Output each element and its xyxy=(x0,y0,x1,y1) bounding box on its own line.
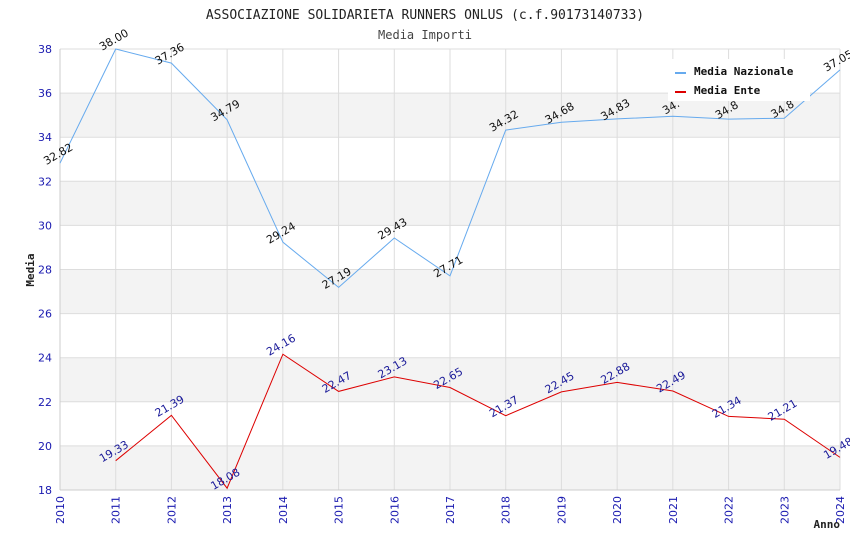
y-tick-label: 18 xyxy=(38,484,52,497)
y-tick-label: 34 xyxy=(38,131,52,144)
data-point-media-nazionale xyxy=(393,236,396,239)
chart-subtitle: Media Importi xyxy=(378,28,472,42)
data-point-media-ente xyxy=(449,386,452,389)
data-point-media-nazionale xyxy=(226,118,229,121)
x-axis-label: Anno xyxy=(814,518,841,531)
y-tick-label: 38 xyxy=(38,43,52,56)
data-point-media-nazionale xyxy=(337,286,340,289)
x-tick-label: 2021 xyxy=(667,496,680,524)
data-point-media-ente xyxy=(393,375,396,378)
data-point-media-nazionale xyxy=(504,129,507,132)
x-tick-label: 2011 xyxy=(110,496,123,524)
data-point-media-nazionale xyxy=(671,115,674,118)
x-tick-label: 2015 xyxy=(333,496,346,524)
y-tick-label: 26 xyxy=(38,308,52,321)
data-point-media-ente xyxy=(281,353,284,356)
series-group xyxy=(59,48,842,490)
series-line-media-nazionale xyxy=(59,48,841,289)
data-point-media-nazionale xyxy=(616,117,619,120)
x-tick-label: 2020 xyxy=(611,496,624,524)
data-point-media-ente xyxy=(727,415,730,418)
data-point-media-nazionale xyxy=(59,162,62,165)
data-point-media-ente xyxy=(114,459,117,462)
x-tick-label: 2022 xyxy=(723,496,736,524)
legend-label-media-ente: Media Ente xyxy=(694,84,761,97)
data-point-media-ente xyxy=(504,414,507,417)
y-tick-label: 20 xyxy=(38,440,52,453)
data-point-media-nazionale xyxy=(170,62,173,65)
data-point-media-nazionale xyxy=(281,241,284,244)
data-point-media-nazionale xyxy=(839,68,842,71)
data-point-media-nazionale xyxy=(114,48,117,51)
data-point-media-ente xyxy=(671,389,674,392)
x-tick-label: 2019 xyxy=(555,496,568,524)
y-tick-label: 24 xyxy=(38,352,52,365)
y-tick-label: 30 xyxy=(38,219,52,232)
legend-label-media-nazionale: Media Nazionale xyxy=(694,65,794,78)
y-tick-label: 28 xyxy=(38,264,52,277)
y-axis-label: Media xyxy=(24,253,37,286)
x-tick-label: 2024 xyxy=(834,496,847,524)
legend-box xyxy=(668,59,810,101)
data-point-media-ente xyxy=(337,390,340,393)
x-tick-label: 2018 xyxy=(500,496,513,524)
data-point-media-ente xyxy=(226,487,229,490)
data-point-media-ente xyxy=(783,418,786,421)
data-point-media-nazionale xyxy=(727,118,730,121)
data-point-media-ente xyxy=(839,456,842,459)
x-tick-label: 2012 xyxy=(165,496,178,524)
data-point-media-nazionale xyxy=(560,121,563,124)
x-tick-label: 2014 xyxy=(277,496,290,524)
x-tick-label: 2016 xyxy=(388,496,401,524)
data-point-media-nazionale xyxy=(783,117,786,120)
y-tick-label: 22 xyxy=(38,396,52,409)
chart-title: ASSOCIAZIONE SOLIDARIETA RUNNERS ONLUS (… xyxy=(206,8,644,23)
y-tick-label: 36 xyxy=(38,87,52,100)
x-axis-ticks: 2010 2011 2012 2013 2014 2015 2016 2017 2018 2019… xyxy=(54,496,847,524)
x-tick-label: 2017 xyxy=(444,496,457,524)
series-line-media-ente xyxy=(115,353,841,490)
data-point-media-ente xyxy=(560,390,563,393)
y-axis-ticks: 18 20 22 24 26 28 30 32 34 36 38 xyxy=(38,43,52,497)
legend: Media Nazionale Media Ente xyxy=(668,59,810,101)
data-point-media-ente xyxy=(616,381,619,384)
data-point-media-nazionale xyxy=(449,274,452,277)
x-tick-label: 2010 xyxy=(54,496,67,524)
y-tick-label: 32 xyxy=(38,175,52,188)
x-tick-label: 2013 xyxy=(221,496,234,524)
data-point-media-ente xyxy=(170,414,173,417)
gridlines xyxy=(59,48,841,491)
x-tick-label: 2023 xyxy=(778,496,791,524)
